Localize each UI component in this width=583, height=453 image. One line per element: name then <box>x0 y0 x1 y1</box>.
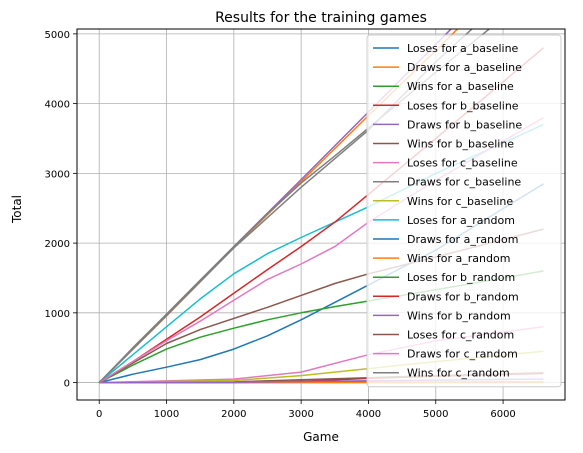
legend-label: Wins for a_random <box>407 252 510 265</box>
legend: Loses for a_baseline Draws for a_baseline… <box>366 34 562 388</box>
y-tick-label: 5000 <box>45 30 70 41</box>
legend-box <box>366 34 562 388</box>
legend-label: Wins for c_baseline <box>407 195 513 208</box>
axis-ticks: 0 1000 2000 3000 4000 5000 6000 0 1000 2000 3000 40… <box>45 30 516 420</box>
legend-label: Loses for c_random <box>407 329 514 342</box>
legend-label: Draws for b_random <box>407 290 519 303</box>
x-axis-label: Game <box>303 430 339 444</box>
plot-frame <box>76 28 566 401</box>
legend-label: Wins for a_baseline <box>407 80 514 93</box>
y-tick-label: 2000 <box>45 239 70 250</box>
legend-label: Loses for b_random <box>407 271 515 284</box>
legend-label: Loses for c_baseline <box>407 157 518 170</box>
x-tick-label: 0 <box>96 409 102 420</box>
legend-label: Wins for b_random <box>407 309 511 322</box>
x-tick-label: 4000 <box>356 409 381 420</box>
x-tick-label: 1000 <box>154 409 179 420</box>
x-tick-label: 3000 <box>288 409 313 420</box>
legend-label: Wins for c_random <box>407 367 510 380</box>
y-axis-label: Total <box>10 195 24 224</box>
y-tick-label: 0 <box>64 379 70 390</box>
legend-label: Loses for a_baseline <box>407 42 519 55</box>
legend-label: Loses for b_baseline <box>407 99 519 112</box>
y-tick-label: 3000 <box>45 169 70 180</box>
y-tick-label: 4000 <box>45 100 70 111</box>
legend-label: Wins for b_baseline <box>407 138 514 151</box>
x-tick-label: 5000 <box>423 409 448 420</box>
legend-label: Draws for a_random <box>407 233 518 246</box>
legend-label: Draws for a_baseline <box>407 61 522 74</box>
y-tick-label: 1000 <box>45 309 70 320</box>
x-tick-label: 6000 <box>490 409 515 420</box>
legend-label: Draws for c_random <box>407 348 518 361</box>
legend-label: Draws for c_baseline <box>407 176 521 189</box>
chart-title: Results for the training games <box>215 10 427 26</box>
x-tick-label: 2000 <box>221 409 246 420</box>
legend-label: Draws for b_baseline <box>407 118 522 131</box>
legend-label: Loses for a_random <box>407 214 515 227</box>
